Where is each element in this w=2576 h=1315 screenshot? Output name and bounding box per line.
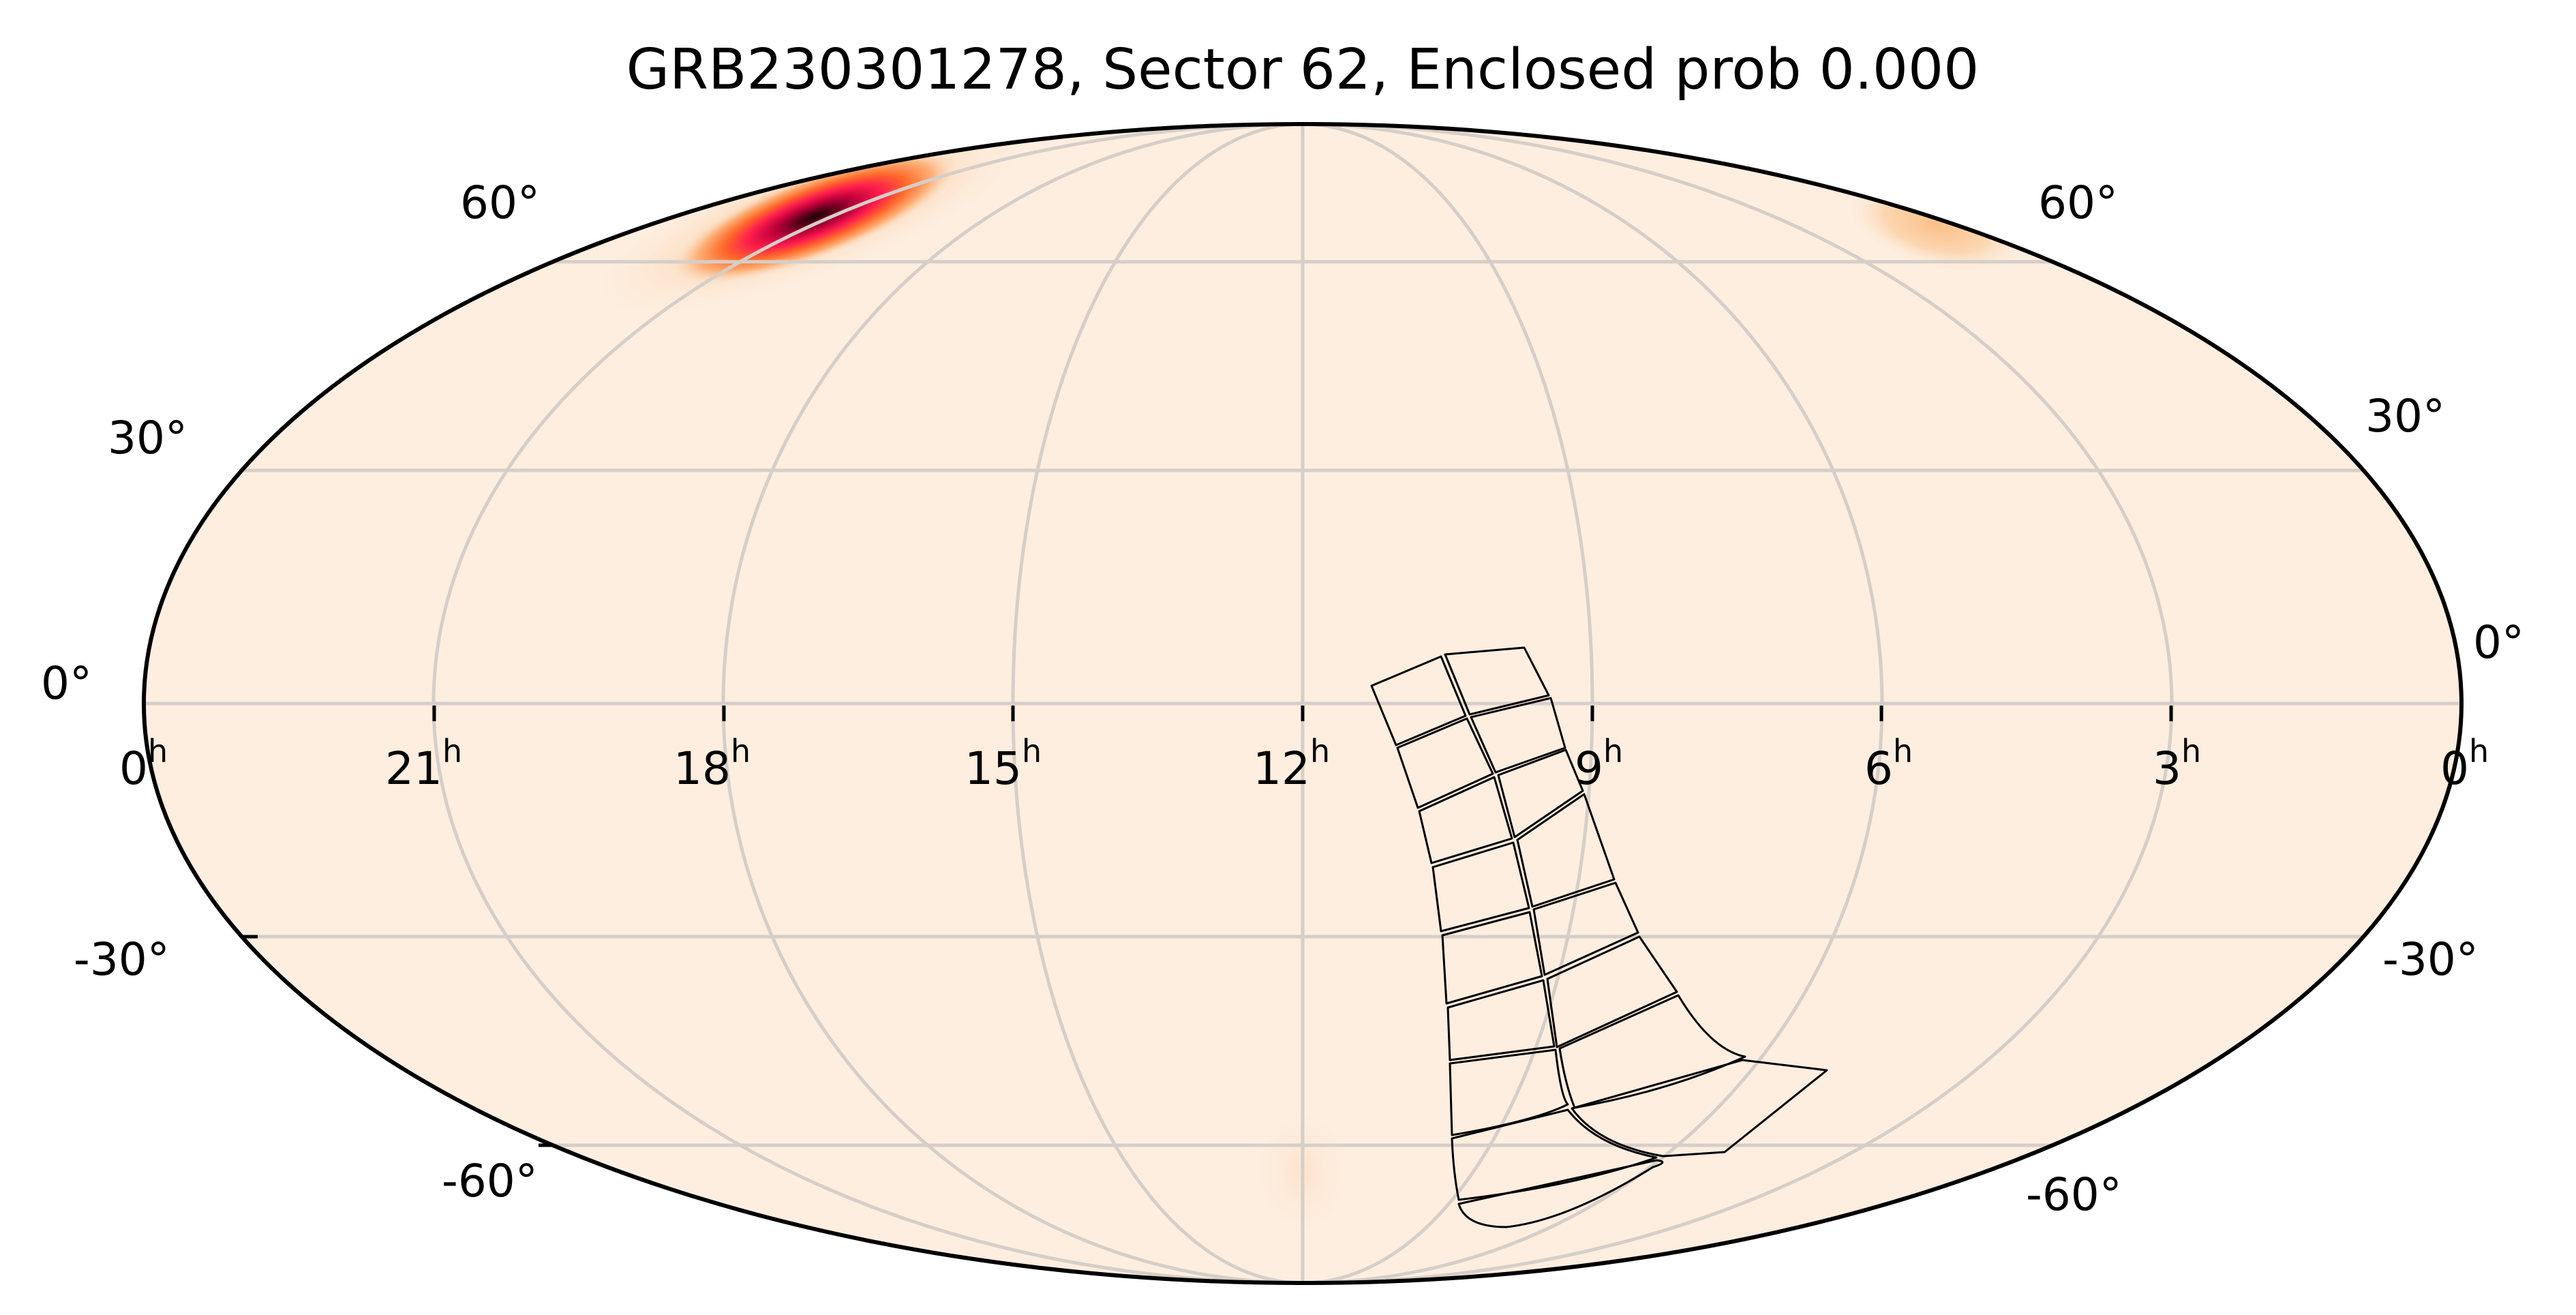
ra-labels: 0h 21h 18h 15h 12h 9h 6h 3h 0h [119,733,2489,795]
ccd-outline [1470,697,1566,774]
ra-label: 21h [385,733,462,795]
ccd-outline [1546,935,1678,1048]
dec-label: 60° [2038,177,2118,229]
chart-title: GRB230301278, Sector 62, Enclosed prob 0… [626,37,1980,102]
ccd-outline [1370,655,1467,746]
ccd-outline [1558,994,1746,1109]
ra-label: 3h [2153,733,2201,795]
ccd-outline [1532,881,1639,976]
tess-footprint [1370,646,1828,1228]
ccd-outline [1444,646,1550,716]
dec-label: -30° [74,933,170,986]
dec-label: -30° [2382,933,2479,986]
dec-ticks [243,935,554,1147]
dec-label: 60° [460,177,540,229]
dec-labels-right: 60° 30° 0° -30° -60° [2026,177,2524,1221]
ra-label: 0h [2440,733,2489,795]
primary-hotspot [667,148,962,286]
dec-label: 30° [108,412,187,464]
dec-label: 0° [41,657,92,710]
ccd-outline [1418,776,1513,864]
ra-ticks [432,706,2173,721]
ccd-outline [1449,1048,1569,1136]
dec-label: -60° [442,1155,538,1207]
dec-labels-left: 60° 30° 0° -30° -60° [41,177,540,1207]
ra-label: 9h [1575,733,1623,795]
ccd-outline [1571,1059,1828,1158]
ccd-outline [1451,1108,1658,1201]
dec-label: 0° [2473,616,2524,669]
ccd-outline [1516,793,1616,908]
ra-label: 18h [673,733,751,795]
ccd-outline [1497,749,1584,838]
ra-label: 12h [1253,733,1330,795]
ccd-outline [1441,911,1543,1005]
ra-label: 0h [119,733,168,795]
ccd-outline [1431,841,1530,933]
ccd-outline [1446,979,1556,1061]
ra-label: 15h [965,733,1042,795]
dec-label: -60° [2026,1168,2122,1221]
ccd-outline [1396,717,1494,809]
ra-label: 6h [1864,733,1913,795]
sky-boundary [142,122,2464,1285]
dec-label: 30° [2365,390,2445,442]
ccd-outline [1457,1159,1664,1228]
